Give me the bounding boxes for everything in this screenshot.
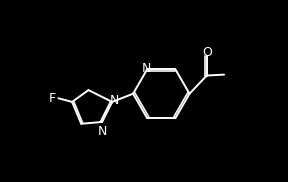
Text: F: F [49,92,56,105]
Text: N: N [97,125,107,138]
Text: N: N [142,62,151,75]
Text: N: N [109,94,119,107]
Text: O: O [202,46,212,59]
